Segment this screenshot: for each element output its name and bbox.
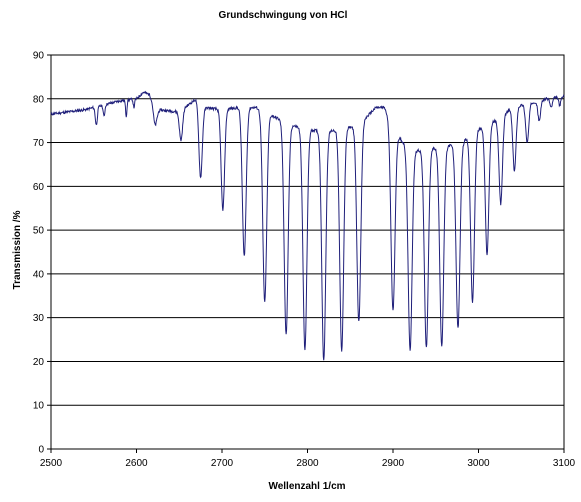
spectrum-line [50, 90, 565, 361]
x-tick-label: 2700 [211, 458, 234, 469]
chart-title: Grundschwingung von HCl [219, 10, 348, 21]
y-tick-label: 70 [33, 138, 45, 149]
y-tick-label: 50 [33, 226, 45, 237]
x-axis-label: Wellenzahl 1/cm [268, 481, 345, 492]
y-tick-label: 40 [33, 269, 45, 280]
y-tick-label: 0 [38, 445, 44, 456]
y-tick-label: 60 [33, 182, 45, 193]
y-tick-label: 20 [33, 357, 45, 368]
y-tick-label: 30 [33, 313, 45, 324]
y-tick-label: 80 [33, 94, 45, 105]
y-axis-label: Transmission /% [12, 210, 23, 289]
x-tick-label: 2900 [382, 458, 405, 469]
y-tick-label: 10 [33, 401, 45, 412]
x-tick-label: 3000 [467, 458, 490, 469]
x-tick-label: 2500 [40, 458, 63, 469]
y-tick-label: 90 [33, 51, 45, 62]
x-tick-label: 2600 [125, 458, 148, 469]
x-axis-ticks: 2500 2600 2700 2800 2900 3000 3100 [40, 449, 576, 469]
y-axis-ticks: 0 10 20 30 40 50 60 70 80 90 [33, 51, 51, 456]
x-tick-label: 2800 [296, 458, 319, 469]
x-tick-label: 3100 [553, 458, 576, 469]
